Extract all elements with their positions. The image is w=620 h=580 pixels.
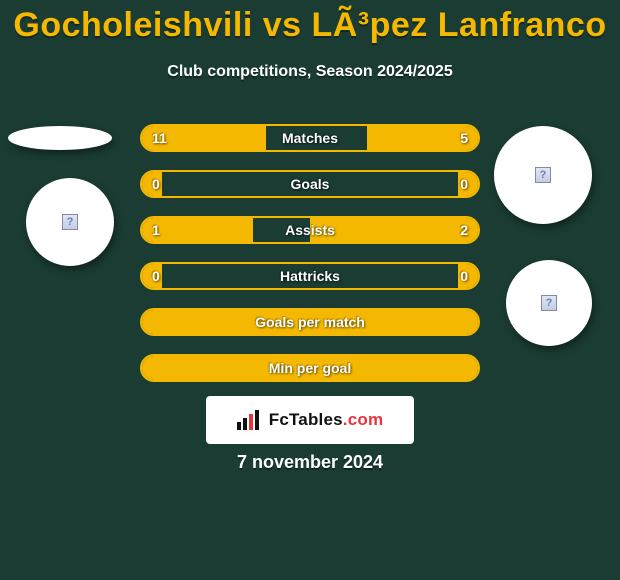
stat-value-left: 11	[152, 130, 167, 146]
stat-label: Matches	[282, 130, 338, 146]
stat-value-left: 0	[152, 268, 160, 284]
stat-row: Goals per match	[140, 308, 480, 336]
stat-label: Hattricks	[280, 268, 340, 284]
logo-text: FcTables.com	[269, 410, 384, 430]
stat-fill-right	[310, 218, 478, 242]
player-right-avatar-1	[494, 126, 592, 224]
stat-value-right: 5	[460, 130, 468, 146]
stat-value-right: 0	[460, 176, 468, 192]
player-left-shadow	[8, 126, 112, 150]
stat-label: Assists	[285, 222, 335, 238]
stat-label: Goals	[291, 176, 330, 192]
logo-bars-icon	[237, 410, 263, 430]
placeholder-icon	[535, 167, 551, 183]
stat-value-left: 1	[152, 222, 160, 238]
date-text: 7 november 2024	[237, 452, 383, 473]
stat-row: 0 0 Hattricks	[140, 262, 480, 290]
placeholder-icon	[62, 214, 78, 230]
logo-text-a: FcTables	[269, 410, 343, 429]
player-right-avatar-2	[506, 260, 592, 346]
stat-row: Min per goal	[140, 354, 480, 382]
stat-label: Goals per match	[255, 314, 365, 330]
stat-value-right: 2	[460, 222, 468, 238]
stat-row: 11 5 Matches	[140, 124, 480, 152]
stat-row: 1 2 Assists	[140, 216, 480, 244]
logo-text-b: .com	[343, 410, 383, 429]
stat-row: 0 0 Goals	[140, 170, 480, 198]
fctables-logo: FcTables.com	[206, 396, 414, 444]
stat-value-left: 0	[152, 176, 160, 192]
player-left-avatar	[26, 178, 114, 266]
stat-label: Min per goal	[269, 360, 351, 376]
subtitle: Club competitions, Season 2024/2025	[0, 63, 620, 81]
page-title: Gocholeishvili vs LÃ³pez Lanfranco	[0, 0, 620, 45]
placeholder-icon	[541, 295, 557, 311]
stats-container: 11 5 Matches 0 0 Goals 1 2 Assists 0 0 Hattricks Goa…	[140, 124, 480, 400]
stat-value-right: 0	[460, 268, 468, 284]
